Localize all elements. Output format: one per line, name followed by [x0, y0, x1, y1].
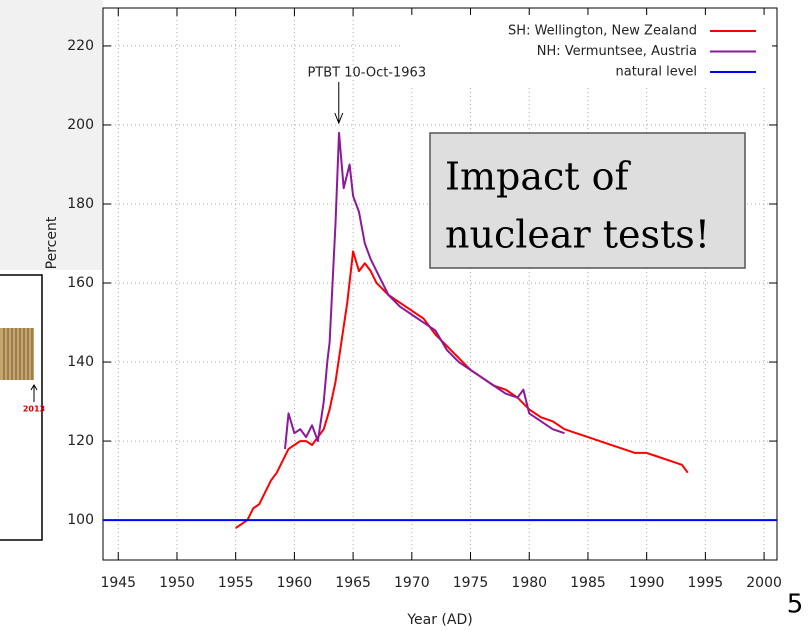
y-tick-label: 120: [67, 433, 94, 449]
inset-stripes: [3, 328, 33, 380]
x-tick-label: 1945: [100, 575, 136, 591]
y-axis-label: Percent: [44, 216, 60, 269]
x-tick-label: 1975: [453, 575, 489, 591]
faded-image: [0, 0, 103, 270]
legend-box: [400, 15, 772, 85]
data-line: [284, 131, 565, 450]
callout-frame: [429, 132, 746, 269]
inset-arrow: [30, 384, 38, 402]
x-tick-label: 1980: [511, 575, 547, 591]
callout-box: Impact of nuclear tests!: [429, 132, 746, 269]
x-tick-label: 1990: [629, 575, 665, 591]
inset-frame: [0, 274, 43, 541]
plot-area: [102, 7, 778, 561]
y-tick-label: 180: [67, 196, 94, 212]
inset-bars: [0, 328, 34, 380]
x-tick-label: 2000: [746, 575, 782, 591]
x-tick-label: 1950: [159, 575, 195, 591]
x-tick-label: 1960: [277, 575, 313, 591]
page-number: 5: [787, 590, 804, 620]
x-tick-label: 1955: [218, 575, 254, 591]
inset-label: 2013: [23, 405, 45, 414]
legend-label: SH: Wellington, New Zealand: [508, 24, 697, 39]
annotation-label: PTBT 10-Oct-1963: [307, 66, 426, 81]
x-tick-label: 1985: [570, 575, 606, 591]
x-tick-label: 1965: [335, 575, 371, 591]
callout-line: Impact of: [445, 155, 632, 199]
y-tick-label: 160: [67, 275, 94, 291]
y-tick-label: 200: [67, 117, 94, 133]
y-tick-label: 140: [67, 354, 94, 370]
x-tick-label: 1995: [688, 575, 724, 591]
callout-line: nuclear tests!: [445, 213, 710, 257]
legend-label: NH: Vermuntsee, Austria: [537, 44, 697, 59]
data-line: [235, 250, 689, 529]
inset-figure: 2013: [0, 274, 45, 541]
y-tick-label: 220: [67, 38, 94, 54]
annotation-arrow: [334, 82, 344, 125]
x-axis-label: Year (AD): [406, 612, 472, 628]
y-tick-label: 100: [67, 512, 94, 528]
x-tick-label: 1970: [394, 575, 430, 591]
legend-label: natural level: [615, 65, 697, 80]
